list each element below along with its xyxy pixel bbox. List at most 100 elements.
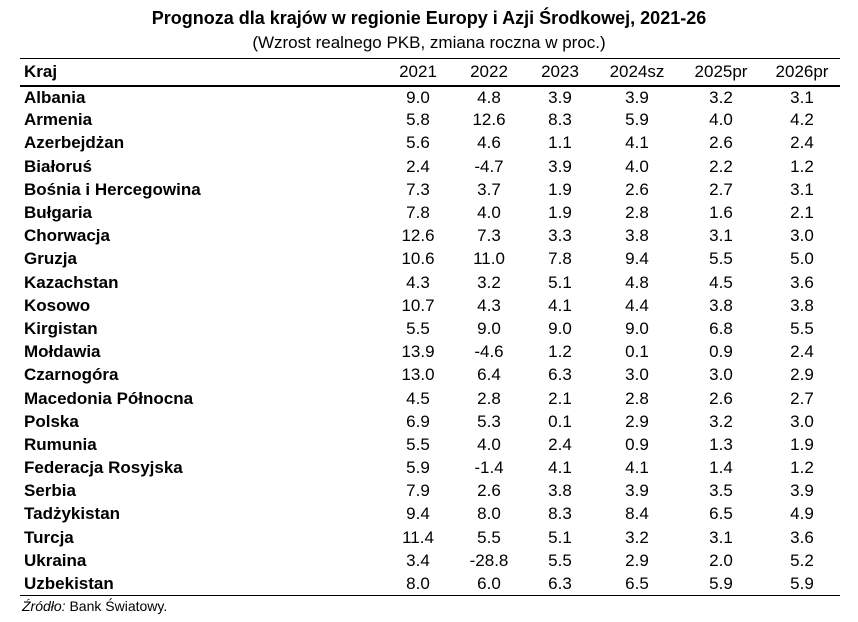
country-cell: Bośnia i Hercegowina xyxy=(24,179,201,199)
value-cell: 4.2 xyxy=(790,110,814,130)
country-cell: Uzbekistan xyxy=(24,573,114,593)
country-cell: Białoruś xyxy=(24,156,93,176)
value-cell: 6.3 xyxy=(548,573,572,593)
value-cell: 2.6 xyxy=(709,388,733,408)
value-cell: 3.1 xyxy=(790,179,814,199)
value-cell: 1.2 xyxy=(790,156,814,176)
value-cell: 3.7 xyxy=(477,179,501,199)
value-cell: 5.6 xyxy=(406,133,430,153)
value-cell: 1.9 xyxy=(790,434,814,454)
country-cell: Azerbejdżan xyxy=(24,133,125,153)
country-cell: Chorwacja xyxy=(24,226,110,246)
country-cell: Gruzja xyxy=(24,249,77,269)
country-cell: Czarnogóra xyxy=(24,365,119,385)
value-cell: 3.5 xyxy=(709,481,733,501)
value-cell: 5.5 xyxy=(406,318,430,338)
column-header: 2024sz xyxy=(609,61,665,81)
value-cell: 4.5 xyxy=(406,388,430,408)
value-cell: 4.8 xyxy=(477,87,501,107)
value-cell: 2.1 xyxy=(548,388,572,408)
table-row: Ukraina 3.4 -28.8 5.5 2.9 2.0 5.2 xyxy=(20,549,840,572)
value-cell: 5.5 xyxy=(709,249,733,269)
country-cell: Kosowo xyxy=(24,295,91,315)
value-cell: 10.7 xyxy=(401,295,435,315)
value-cell: 13.9 xyxy=(401,342,435,362)
country-cell: Tadżykistan xyxy=(24,504,121,524)
country-cell: Ukraina xyxy=(24,550,87,570)
value-cell: 3.0 xyxy=(709,365,733,385)
value-cell: 3.9 xyxy=(548,156,572,176)
table-row: Chorwacja 12.6 7.3 3.3 3.8 3.1 3.0 xyxy=(20,225,840,248)
value-cell: 12.6 xyxy=(401,226,435,246)
table-row: Gruzja 10.6 11.0 7.8 9.4 5.5 5.0 xyxy=(20,248,840,271)
column-header: 2026pr xyxy=(775,61,829,81)
country-cell: Macedonia Północna xyxy=(24,388,194,408)
value-cell: 2.9 xyxy=(625,411,649,431)
table-row: Mołdawia 13.9 -4.6 1.2 0.1 0.9 2.4 xyxy=(20,341,840,364)
value-cell: 5.9 xyxy=(709,573,733,593)
value-cell: 5.9 xyxy=(625,110,649,130)
value-cell: 9.0 xyxy=(625,318,649,338)
value-cell: 2.1 xyxy=(790,203,814,223)
value-cell: 5.8 xyxy=(406,110,430,130)
value-cell: 6.0 xyxy=(477,573,501,593)
value-cell: 2.8 xyxy=(477,388,501,408)
value-cell: 11.0 xyxy=(473,249,505,269)
value-cell: 4.0 xyxy=(477,203,501,223)
value-cell: 8.3 xyxy=(548,504,572,524)
column-header: 2021 xyxy=(399,61,437,81)
country-cell: Kazachstan xyxy=(24,272,119,292)
value-cell: 3.1 xyxy=(790,87,814,107)
country-cell: Polska xyxy=(24,411,79,431)
column-header: 2025pr xyxy=(694,61,748,81)
value-cell: 8.4 xyxy=(625,504,649,524)
value-cell: 2.2 xyxy=(709,156,733,176)
value-cell: 2.4 xyxy=(790,342,814,362)
value-cell: 4.1 xyxy=(548,295,572,315)
value-cell: 3.0 xyxy=(625,365,649,385)
table-row: Serbia 7.9 2.6 3.8 3.9 3.5 3.9 xyxy=(20,480,840,503)
value-cell: 2.4 xyxy=(548,434,572,454)
value-cell: 6.9 xyxy=(406,411,430,431)
country-cell: Mołdawia xyxy=(24,342,101,362)
value-cell: 3.8 xyxy=(790,295,814,315)
forecast-table: Kraj 2021 2022 2023 2024sz 2025pr 2026pr Alban… xyxy=(20,58,840,596)
value-cell: 2.8 xyxy=(625,203,649,223)
value-cell: 4.3 xyxy=(477,295,501,315)
country-cell: Armenia xyxy=(24,110,93,130)
table-row: Armenia 5.8 12.6 8.3 5.9 4.0 4.2 xyxy=(20,109,840,132)
source-label: Źródło: xyxy=(22,598,66,614)
table-row: Azerbejdżan 5.6 4.6 1.1 4.1 2.6 2.4 xyxy=(20,132,840,155)
value-cell: 3.2 xyxy=(625,527,649,547)
value-cell: 4.4 xyxy=(625,295,649,315)
value-cell: 5.1 xyxy=(548,272,572,292)
value-cell: 9.0 xyxy=(406,87,430,107)
value-cell: 2.8 xyxy=(625,388,649,408)
value-cell: 3.9 xyxy=(548,87,572,107)
value-cell: 2.7 xyxy=(790,388,814,408)
table-row: Albania 9.0 4.8 3.9 3.9 3.2 3.1 xyxy=(20,86,840,109)
value-cell: 7.9 xyxy=(406,481,430,501)
value-cell: 2.9 xyxy=(790,365,814,385)
value-cell: 3.4 xyxy=(406,550,430,570)
value-cell: 2.4 xyxy=(790,133,814,153)
value-cell: 5.3 xyxy=(477,411,501,431)
value-cell: 0.9 xyxy=(625,434,649,454)
value-cell: 2.4 xyxy=(406,156,430,176)
source-text: Bank Światowy. xyxy=(69,598,168,614)
value-cell: 3.6 xyxy=(790,272,814,292)
table-row: Kirgistan 5.5 9.0 9.0 9.0 6.8 5.5 xyxy=(20,317,840,340)
value-cell: 4.9 xyxy=(790,504,814,524)
table-row: Bośnia i Hercegowina 7.3 3.7 1.9 2.6 2.7 3.1 xyxy=(20,178,840,201)
source-note: Źródło: Bank Światowy. xyxy=(22,598,167,614)
value-cell: 13.0 xyxy=(401,365,435,385)
table-body: Albania 9.0 4.8 3.9 3.9 3.2 3.1 Armenia 5.8 12.6 8… xyxy=(20,86,840,596)
value-cell: 3.2 xyxy=(709,87,733,107)
value-cell: 1.9 xyxy=(548,203,572,223)
value-cell: 1.3 xyxy=(709,434,733,454)
value-cell: 5.9 xyxy=(406,458,430,478)
country-cell: Albania xyxy=(24,87,86,107)
value-cell: 3.0 xyxy=(790,226,814,246)
value-cell: 0.9 xyxy=(709,342,733,362)
